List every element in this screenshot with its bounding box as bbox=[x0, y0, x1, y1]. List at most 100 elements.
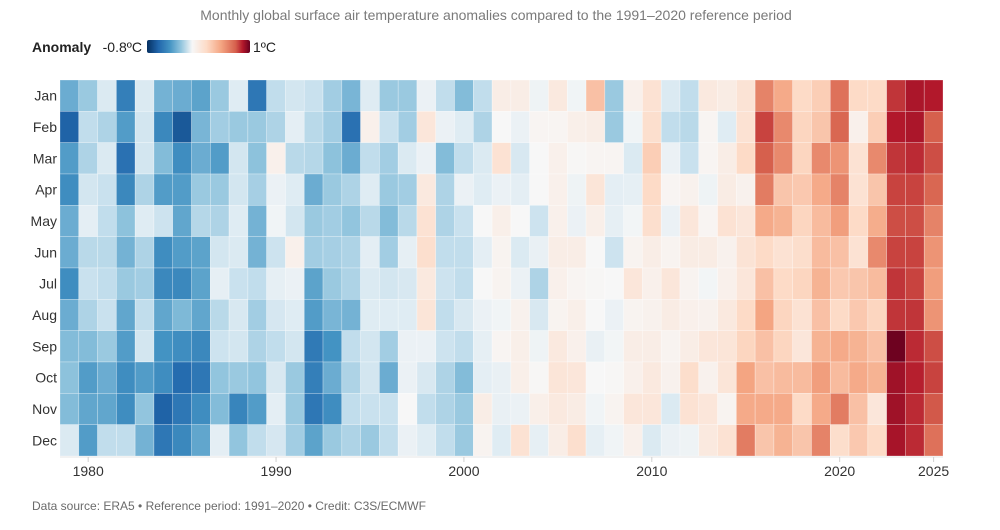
heatmap-cell-2022-oct bbox=[867, 361, 887, 394]
heatmap-cell-2015-mar bbox=[736, 142, 756, 175]
heatmap-cell-2012-dec bbox=[679, 424, 700, 457]
heatmap-cell-2009-nov bbox=[623, 393, 643, 425]
heatmap-cell-2006-aug bbox=[566, 299, 587, 331]
heatmap-cell-2017-jan bbox=[773, 79, 794, 112]
month-label-mar: Mar bbox=[33, 150, 57, 166]
heatmap-cell-1987-nov bbox=[209, 393, 230, 425]
heatmap-cell-1995-oct bbox=[360, 361, 380, 394]
heatmap-cell-1986-jan bbox=[191, 79, 211, 112]
heatmap-cell-1980-nov bbox=[78, 393, 98, 425]
heatmap-cell-2001-nov bbox=[473, 393, 493, 425]
heatmap-cell-1987-jan bbox=[209, 79, 230, 112]
heatmap-cell-1996-jan bbox=[379, 79, 399, 112]
heatmap-cell-2017-sep bbox=[773, 330, 794, 363]
heatmap-cell-1985-jun bbox=[172, 236, 192, 269]
heatmap-cell-1979-aug bbox=[59, 299, 80, 331]
heatmap-cell-2008-jul bbox=[604, 267, 624, 300]
heatmap-cell-2019-dec bbox=[811, 424, 831, 457]
heatmap-cell-2024-feb bbox=[905, 111, 925, 143]
heatmap-cell-1988-sep bbox=[228, 330, 249, 363]
heatmap-cell-2005-oct bbox=[548, 361, 568, 394]
heatmap-cell-2009-feb bbox=[623, 111, 643, 143]
heatmap-cell-2022-dec bbox=[867, 424, 887, 457]
month-label-dec: Dec bbox=[32, 432, 57, 448]
legend-title: Anomaly bbox=[32, 39, 91, 55]
heatmap-cell-1990-jun bbox=[266, 236, 286, 269]
heatmap-cell-2008-aug bbox=[604, 299, 624, 331]
heatmap-cell-1995-jul bbox=[360, 267, 380, 300]
heatmap-cell-2011-feb bbox=[660, 111, 681, 143]
heatmap-cell-2002-jun bbox=[491, 236, 512, 269]
heatmap-cell-1999-jul bbox=[435, 267, 455, 300]
heatmap-cell-2004-apr bbox=[529, 173, 549, 206]
heatmap-cell-1986-jul bbox=[191, 267, 211, 300]
heatmap-cell-2016-aug bbox=[754, 299, 775, 331]
heatmap-cell-1985-may bbox=[172, 205, 192, 237]
heatmap-cell-2016-jun bbox=[754, 236, 775, 269]
heatmap-cell-2020-dec bbox=[829, 424, 850, 457]
heatmap-cell-2004-oct bbox=[529, 361, 549, 394]
heatmap-cell-2001-jan bbox=[473, 79, 493, 112]
heatmap-cell-2005-may bbox=[548, 205, 568, 237]
heatmap-cell-1984-oct bbox=[153, 361, 174, 394]
heatmap-cell-2007-oct bbox=[585, 361, 606, 394]
heatmap-cell-2017-jun bbox=[773, 236, 794, 269]
month-label-feb: Feb bbox=[33, 119, 57, 135]
heatmap-cell-1992-jun bbox=[303, 236, 324, 269]
heatmap-cell-2000-jul bbox=[454, 267, 474, 300]
heatmap-cell-1986-nov bbox=[191, 393, 211, 425]
heatmap-cell-2004-jul bbox=[529, 267, 549, 300]
heatmap-cell-2000-dec bbox=[454, 424, 474, 457]
heatmap-cell-2022-apr bbox=[867, 173, 887, 206]
heatmap-cell-2007-jan bbox=[585, 79, 606, 112]
heatmap-cells bbox=[59, 79, 944, 457]
heatmap-cell-1991-feb bbox=[285, 111, 305, 143]
heatmap-cell-1989-apr bbox=[247, 173, 267, 206]
heatmap-cell-1993-nov bbox=[322, 393, 343, 425]
heatmap-cell-1998-aug bbox=[416, 299, 437, 331]
heatmap-cell-2016-may bbox=[754, 205, 775, 237]
heatmap-cell-2006-sep bbox=[566, 330, 587, 363]
heatmap-cell-1980-may bbox=[78, 205, 98, 237]
heatmap-cell-2011-jan bbox=[660, 79, 681, 112]
heatmap-cell-2003-oct bbox=[510, 361, 530, 394]
heatmap-cell-2014-may bbox=[717, 205, 737, 237]
heatmap-cell-1988-aug bbox=[228, 299, 249, 331]
heatmap-cell-1993-may bbox=[322, 205, 343, 237]
heatmap-cell-1990-jan bbox=[266, 79, 286, 112]
heatmap-cell-1984-sep bbox=[153, 330, 174, 363]
heatmap-cell-1980-oct bbox=[78, 361, 98, 394]
heatmap-cell-2015-sep bbox=[736, 330, 756, 363]
heatmap-cell-1990-feb bbox=[266, 111, 286, 143]
heatmap-cell-2013-jan bbox=[698, 79, 718, 112]
heatmap-cell-1979-dec bbox=[59, 424, 80, 457]
heatmap-cell-2002-dec bbox=[491, 424, 512, 457]
heatmap-cell-1985-apr bbox=[172, 173, 192, 206]
heatmap-cell-2012-nov bbox=[679, 393, 700, 425]
heatmap-cell-1980-feb bbox=[78, 111, 98, 143]
heatmap-cell-2013-may bbox=[698, 205, 718, 237]
heatmap-cell-2003-sep bbox=[510, 330, 530, 363]
heatmap-cell-2018-nov bbox=[792, 393, 812, 425]
heatmap-cell-2009-mar bbox=[623, 142, 643, 175]
heatmap-cell-2000-may bbox=[454, 205, 474, 237]
heatmap-cell-1985-aug bbox=[172, 299, 192, 331]
heatmap-cell-1990-aug bbox=[266, 299, 286, 331]
heatmap-cell-2013-feb bbox=[698, 111, 718, 143]
heatmap-cell-2003-dec bbox=[510, 424, 530, 457]
heatmap-cell-2021-mar bbox=[848, 142, 869, 175]
x-tick-label-2000: 2000 bbox=[448, 463, 479, 479]
heatmap-cell-1984-feb bbox=[153, 111, 174, 143]
heatmap-cell-2016-oct bbox=[754, 361, 775, 394]
heatmap-cell-2005-dec bbox=[548, 424, 568, 457]
heatmap-cell-2022-jan bbox=[867, 79, 887, 112]
heatmap-cell-1986-sep bbox=[191, 330, 211, 363]
heatmap-cell-1996-feb bbox=[379, 111, 399, 143]
heatmap-cell-1999-jun bbox=[435, 236, 455, 269]
heatmap-cell-1982-feb bbox=[116, 111, 136, 143]
heatmap-cell-1984-jan bbox=[153, 79, 174, 112]
heatmap-cell-2001-dec bbox=[473, 424, 493, 457]
heatmap-cell-2024-mar bbox=[905, 142, 925, 175]
heatmap-cell-1984-jul bbox=[153, 267, 174, 300]
heatmap-cell-1994-mar bbox=[341, 142, 361, 175]
